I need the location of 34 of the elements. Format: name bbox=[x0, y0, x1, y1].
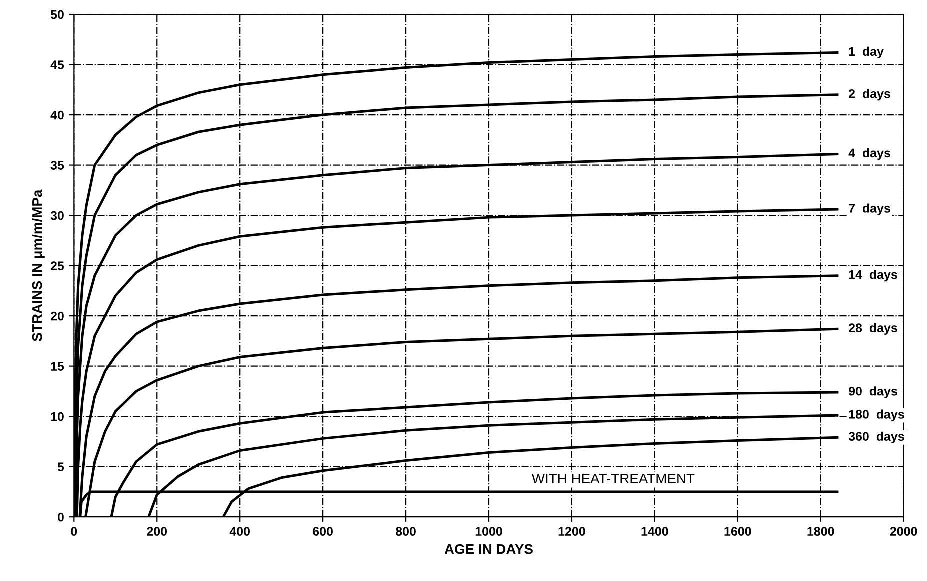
x-tick-label: 0 bbox=[71, 527, 78, 536]
annotation: WITH HEAT-TREATMENT bbox=[532, 474, 695, 484]
series-label: 90 days bbox=[848, 386, 898, 398]
x-tick-label: 1200 bbox=[558, 527, 586, 536]
series-label: 180 days bbox=[849, 410, 904, 422]
x-tick-label: 800 bbox=[396, 527, 416, 536]
x-tick-label: 1400 bbox=[642, 527, 668, 536]
series-label: 7 days bbox=[849, 204, 890, 216]
x-tick-label: 1000 bbox=[476, 527, 502, 536]
y-axis-title: STRAINS IN μm/m/MPa bbox=[32, 190, 45, 342]
y-tick-label: 30 bbox=[50, 211, 64, 220]
series-label: 28 days bbox=[848, 323, 898, 335]
series-label: 1 day bbox=[849, 46, 884, 59]
y-tick-label: 5 bbox=[58, 462, 64, 472]
series-label: 360 days bbox=[848, 432, 904, 444]
x-tick-label: 1800 bbox=[808, 527, 834, 536]
x-tick-label: 2000 bbox=[890, 527, 918, 536]
x-tick-label: 600 bbox=[313, 527, 333, 536]
y-tick-label: 20 bbox=[50, 312, 64, 321]
x-tick-label: 1600 bbox=[724, 527, 752, 536]
y-tick-label: 50 bbox=[50, 10, 64, 20]
series-label: 14 days bbox=[849, 270, 898, 282]
series-label: 4 days bbox=[848, 148, 890, 160]
y-tick-label: 10 bbox=[51, 412, 64, 422]
y-tick-label: 0 bbox=[58, 512, 64, 522]
y-tick-label: 15 bbox=[51, 362, 64, 371]
y-tick-label: 40 bbox=[50, 110, 64, 120]
series-label: 2 days bbox=[848, 89, 890, 101]
x-axis-title: AGE IN DAYS bbox=[444, 544, 533, 554]
y-tick-label: 35 bbox=[50, 161, 64, 170]
y-tick-label: 25 bbox=[50, 262, 64, 270]
x-tick-label: 200 bbox=[147, 527, 168, 536]
x-tick-label: 400 bbox=[230, 527, 250, 536]
y-tick-label: 45 bbox=[50, 60, 64, 70]
